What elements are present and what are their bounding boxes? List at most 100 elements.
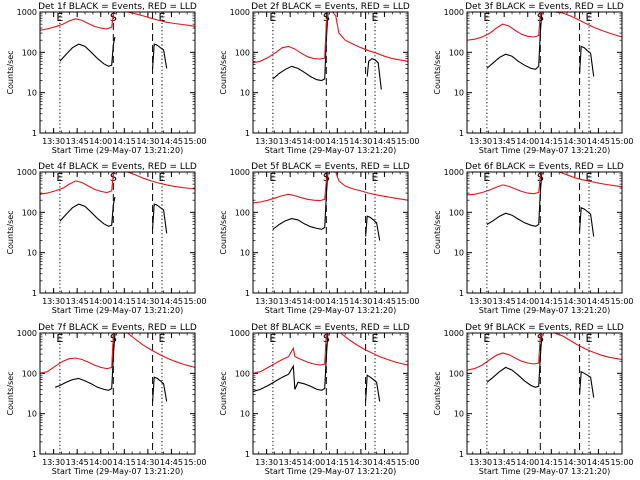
events-series-line: [486, 12, 543, 70]
x-tick-label: 13:30: [42, 458, 65, 467]
events-series-line: [365, 374, 381, 402]
x-tick-label: 14:15: [540, 458, 563, 467]
x-tick-label: 14:15: [326, 458, 349, 467]
panel-title: Det 9f BLACK = Events, RED = LLD: [465, 323, 624, 333]
plot-frame: [252, 171, 409, 294]
detector-panel: Det 2f BLACK = Events, RED = LLD 1 10 100 10…: [219, 2, 420, 155]
x-tick-label: 15:00: [396, 137, 419, 146]
lld-series-line: [253, 172, 408, 204]
y-tick-label: 1: [32, 450, 37, 459]
x-tick-label: 13:45: [493, 137, 516, 146]
x-tick-label: 13:45: [279, 297, 302, 306]
event-marker-label: E: [372, 171, 379, 184]
events-series-line: [59, 196, 116, 227]
x-tick-label: 13:30: [469, 137, 492, 146]
y-tick-label: 100: [22, 48, 37, 57]
events-series-line: [59, 36, 116, 67]
x-tick-label: 14:45: [373, 137, 396, 146]
y-tick-label: 1000: [17, 168, 37, 177]
x-tick-label: 15:00: [183, 458, 206, 467]
events-series-line: [579, 206, 595, 237]
y-tick-label: 100: [449, 48, 464, 57]
x-tick-label: 14:45: [373, 458, 396, 467]
y-axis-label: Counts/sec: [219, 210, 228, 254]
plot-frame: [466, 332, 623, 455]
x-tick-label: 14:30: [349, 137, 372, 146]
detector-panel: Det 3f BLACK = Events, RED = LLD 1 10 100 10…: [433, 2, 634, 155]
x-tick-label: 14:15: [113, 137, 136, 146]
x-tick-label: 13:30: [469, 458, 492, 467]
x-axis-label: Start Time (29-May-07 13:21:20): [265, 467, 396, 476]
y-tick-label: 1000: [444, 168, 464, 177]
y-axis-label: Counts/sec: [6, 210, 15, 254]
events-series-line: [152, 203, 168, 234]
x-tick-label: 13:45: [493, 297, 516, 306]
y-tick-label: 1: [32, 129, 37, 138]
x-tick-label: 13:30: [255, 137, 278, 146]
x-tick-label: 14:45: [160, 297, 183, 306]
y-axis-label: Counts/sec: [433, 371, 442, 415]
plot-frame: [252, 332, 409, 455]
panel-title: Det 3f BLACK = Events, RED = LLD: [465, 2, 624, 12]
event-marker-label: S: [323, 11, 330, 24]
x-axis-label: Start Time (29-May-07 13:21:20): [479, 467, 610, 476]
y-tick-label: 1: [245, 289, 250, 298]
x-tick-label: 14:00: [516, 297, 539, 306]
y-tick-label: 10: [240, 410, 250, 419]
y-tick-label: 1: [32, 289, 37, 298]
lld-series-line: [253, 333, 331, 374]
y-tick-label: 100: [22, 208, 37, 217]
lld-series-line: [554, 12, 622, 38]
y-axis-label: Counts/sec: [433, 210, 442, 254]
x-tick-label: 14:45: [373, 297, 396, 306]
x-tick-label: 14:30: [563, 137, 586, 146]
y-axis-label: Counts/sec: [219, 371, 228, 415]
panel-title: Det 8f BLACK = Events, RED = LLD: [251, 323, 410, 333]
x-tick-label: 14:00: [516, 137, 539, 146]
y-tick-label: 1: [459, 289, 464, 298]
lld-series-line: [253, 12, 408, 64]
y-tick-label: 1000: [444, 8, 464, 17]
x-tick-label: 15:00: [183, 137, 206, 146]
x-tick-label: 14:30: [136, 137, 159, 146]
x-tick-label: 13:30: [42, 137, 65, 146]
x-tick-label: 14:00: [516, 458, 539, 467]
x-tick-label: 14:00: [302, 458, 325, 467]
x-tick-label: 14:45: [160, 458, 183, 467]
event-marker-label: E: [56, 332, 63, 345]
lld-series-line: [340, 333, 408, 366]
event-marker-label: E: [372, 332, 379, 345]
event-marker-label: E: [269, 11, 276, 24]
y-tick-label: 10: [240, 89, 250, 98]
event-marker-label: E: [586, 11, 593, 24]
x-tick-label: 15:00: [610, 137, 633, 146]
panel-title: Det 1f BLACK = Events, RED = LLD: [38, 2, 197, 12]
plot-frame: [252, 11, 409, 134]
y-axis-label: Counts/sec: [6, 371, 15, 415]
x-tick-label: 14:45: [160, 137, 183, 146]
x-tick-label: 13:30: [42, 297, 65, 306]
x-axis-label: Start Time (29-May-07 13:21:20): [479, 306, 610, 315]
plot-frame: [466, 171, 623, 294]
x-tick-label: 14:15: [113, 297, 136, 306]
x-tick-label: 14:15: [113, 458, 136, 467]
y-tick-label: 1: [245, 450, 250, 459]
events-series-line: [152, 376, 168, 402]
y-tick-label: 100: [235, 48, 250, 57]
y-tick-label: 10: [454, 410, 464, 419]
event-marker-label: E: [483, 332, 490, 345]
plot-frame: [466, 11, 623, 134]
events-series-line: [366, 57, 382, 90]
x-tick-label: 13:45: [279, 137, 302, 146]
event-marker-label: E: [159, 332, 166, 345]
event-marker-label: S: [323, 171, 330, 184]
detector-panel: Det 1f BLACK = Events, RED = LLD 1 10 100 10…: [6, 2, 207, 155]
x-tick-label: 14:00: [89, 297, 112, 306]
event-marker-label: E: [483, 171, 490, 184]
event-marker-label: E: [159, 171, 166, 184]
x-tick-label: 15:00: [183, 297, 206, 306]
x-tick-label: 13:30: [255, 458, 278, 467]
x-tick-label: 14:15: [540, 137, 563, 146]
y-tick-label: 1000: [230, 8, 250, 17]
y-tick-label: 100: [235, 208, 250, 217]
